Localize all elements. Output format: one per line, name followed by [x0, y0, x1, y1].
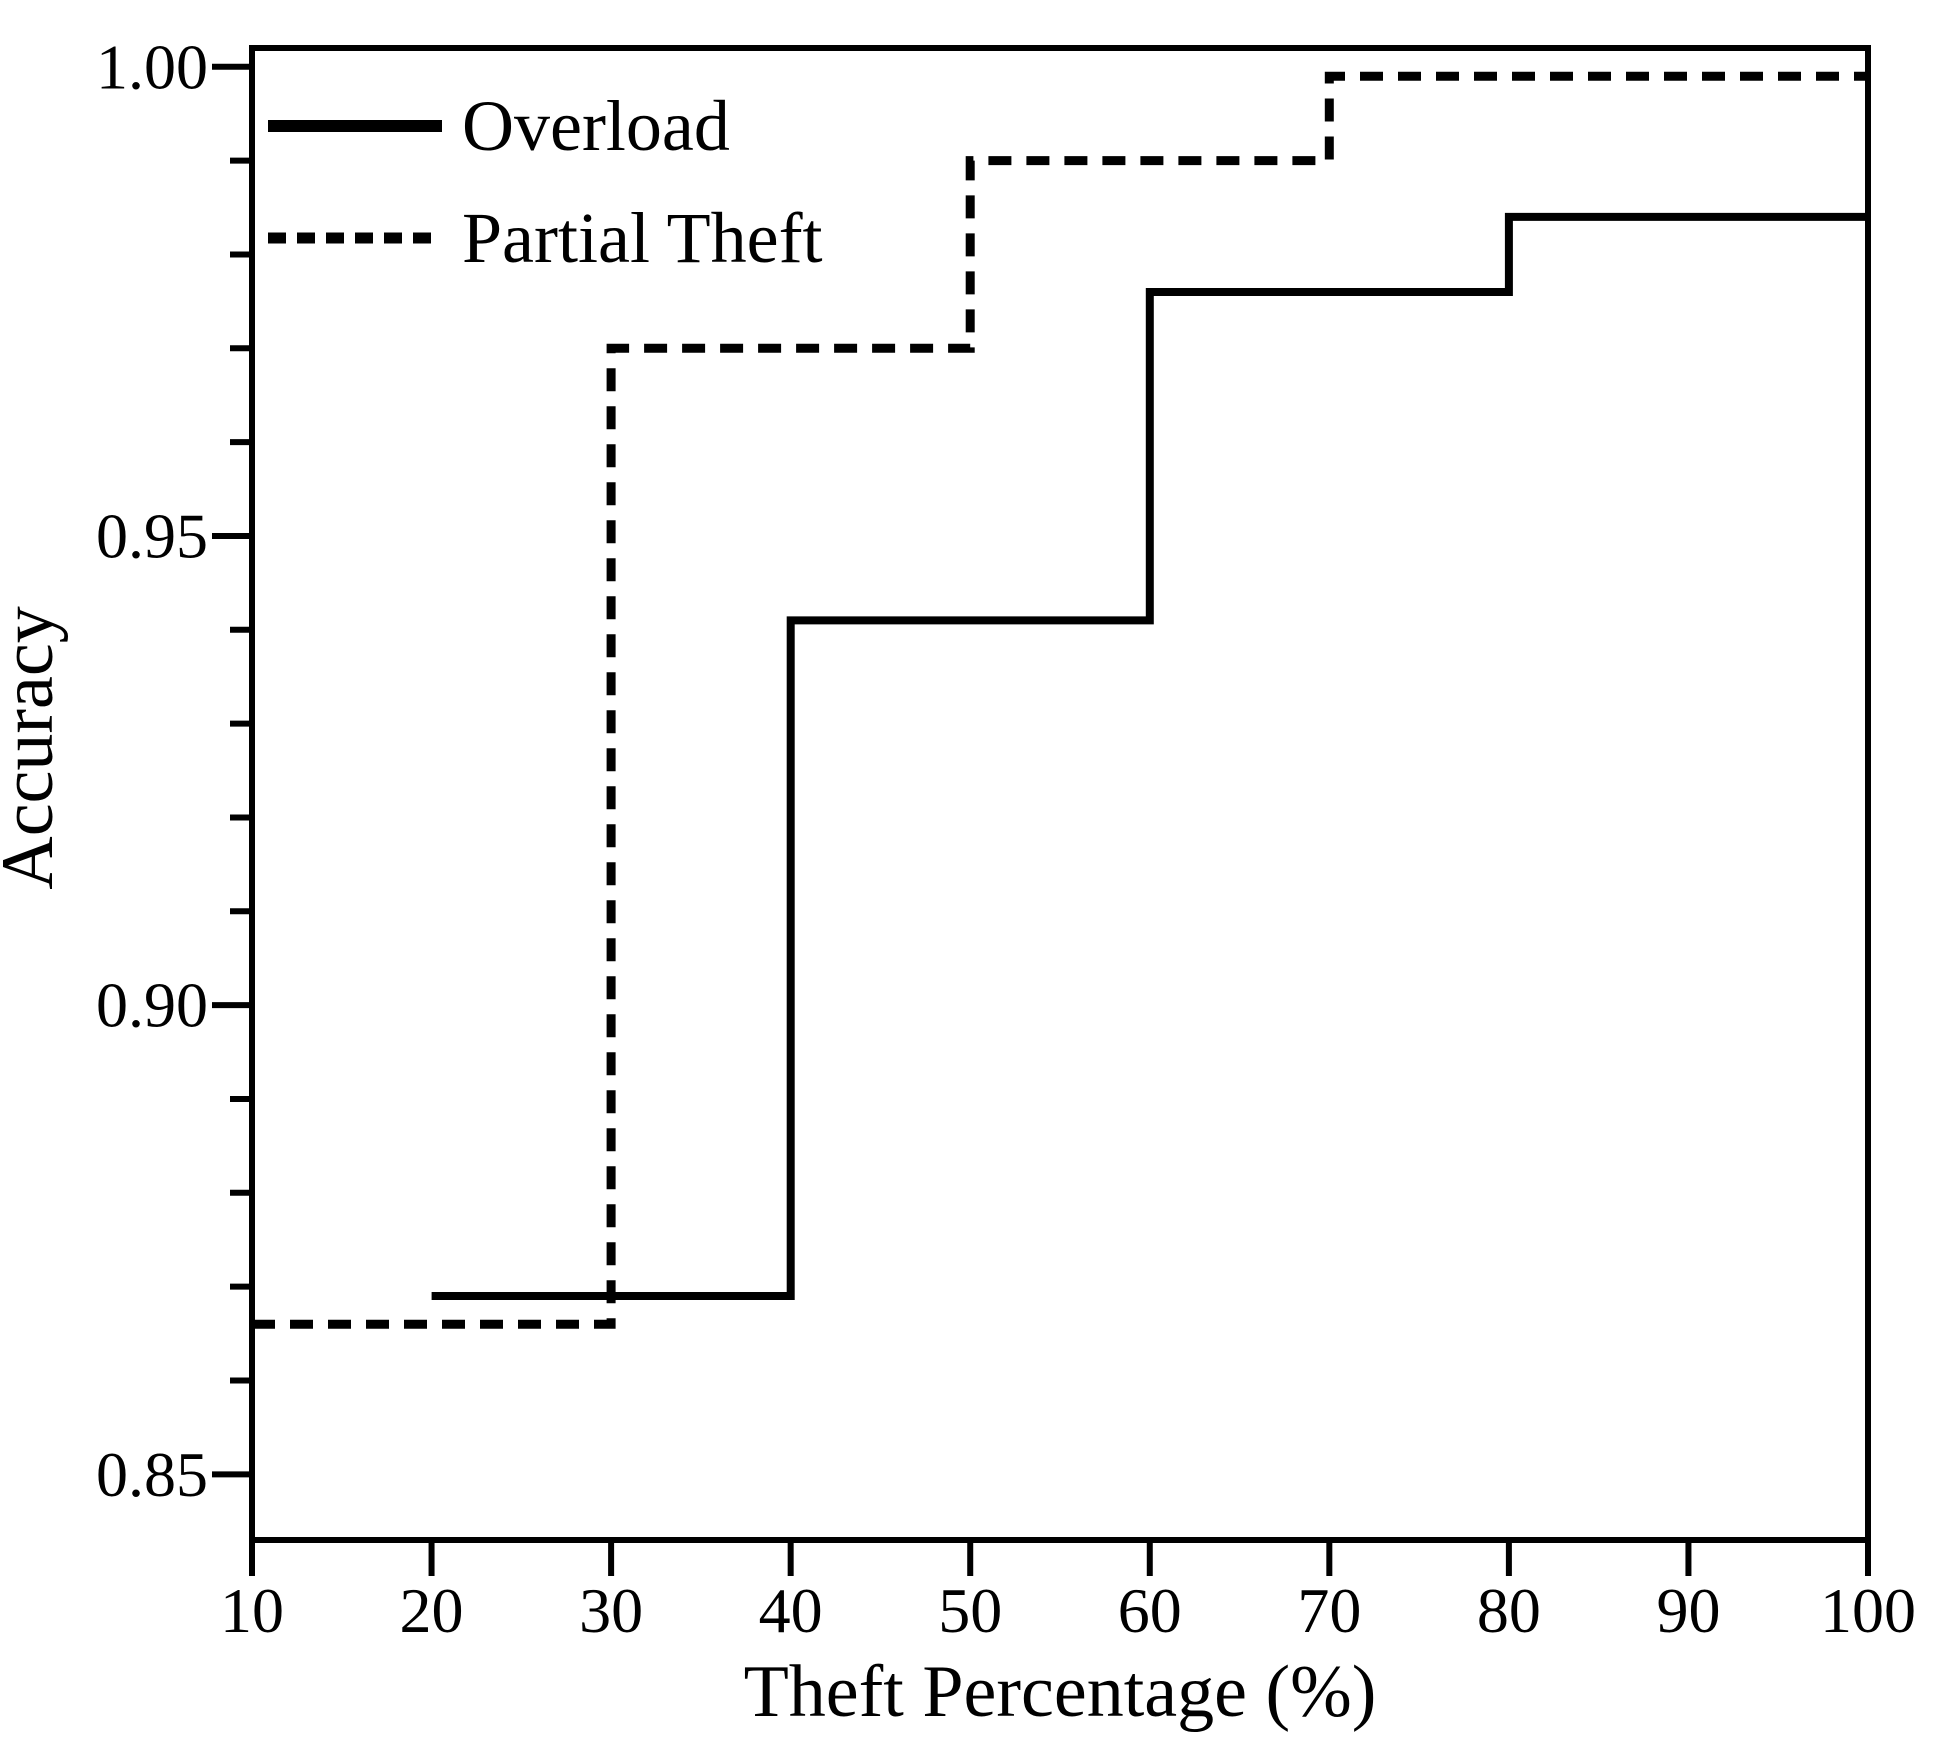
x-tick-label: 60 [1118, 1575, 1182, 1646]
legend: Overload Partial Theft [268, 86, 823, 278]
x-tick-label: 40 [759, 1575, 823, 1646]
x-tick-label: 90 [1656, 1575, 1720, 1646]
x-tick-label: 10 [220, 1575, 284, 1646]
y-major-ticks [212, 63, 252, 1478]
x-tick-label: 30 [579, 1575, 643, 1646]
x-ticks [249, 1540, 1871, 1576]
y-minor-ticks [230, 157, 252, 1384]
x-tick-label: 80 [1477, 1575, 1541, 1646]
x-axis-title: Theft Percentage (%) [744, 1651, 1377, 1733]
y-tick-label: 0.95 [96, 500, 208, 571]
y-tick-label: 0.85 [96, 1439, 208, 1510]
x-tick-label: 20 [400, 1575, 464, 1646]
x-tick-label: 50 [938, 1575, 1002, 1646]
plot-frame [249, 45, 1871, 1543]
x-tick-labels: 10 20 30 40 50 60 70 80 90 100 [220, 1575, 1916, 1646]
series-partial-theft-line [252, 71, 1868, 1329]
y-tick-labels: 1.00 0.95 0.90 0.85 [96, 31, 208, 1510]
x-tick-label: 100 [1820, 1575, 1916, 1646]
series-lines [252, 71, 1868, 1329]
series-overload-line [431, 212, 1868, 1300]
legend-label: Partial Theft [462, 198, 823, 278]
y-axis-title: Accuracy [0, 606, 69, 889]
y-tick-label: 0.90 [96, 970, 208, 1041]
x-tick-label: 70 [1297, 1575, 1361, 1646]
legend-label: Overload [462, 86, 730, 166]
y-tick-label: 1.00 [96, 31, 208, 102]
